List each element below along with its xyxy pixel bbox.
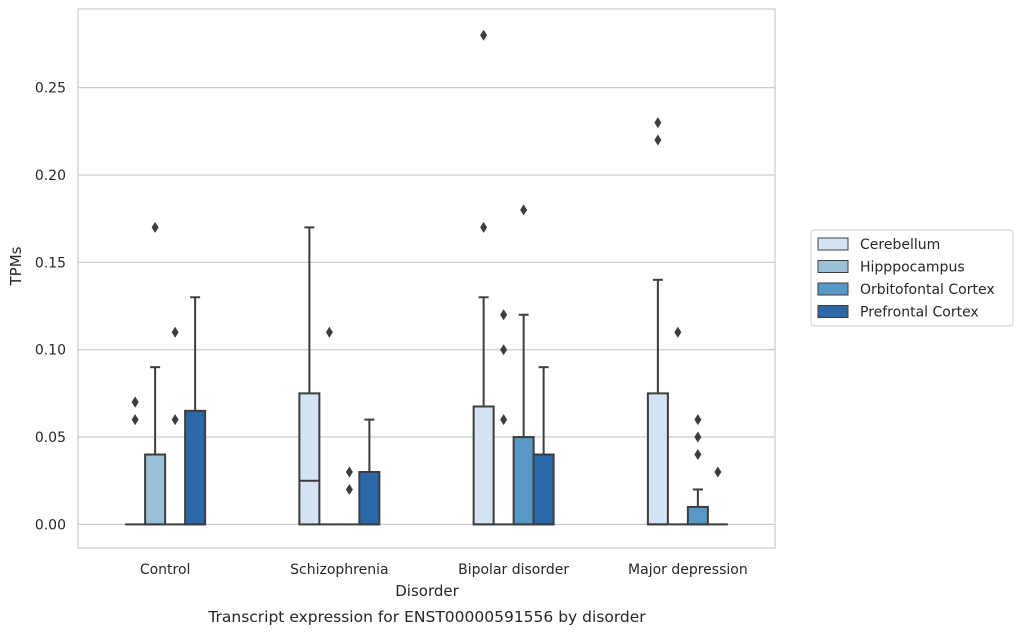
- chart-caption: Transcript expression for ENST0000059155…: [207, 608, 646, 626]
- x-tick-label-major-depression: Major depression: [628, 562, 748, 578]
- outlier-point: [714, 466, 722, 478]
- x-axis-label: Disorder: [395, 582, 459, 600]
- legend-item-cerebellum: Cerebellum: [817, 237, 940, 253]
- x-axis-ticks: Control Schizophrenia Bipolar disorder Majo…: [140, 562, 748, 578]
- box-iqr: [298, 392, 321, 526]
- legend-swatch: [817, 305, 849, 318]
- outlier-point: [345, 483, 353, 495]
- outlier-point: [345, 466, 353, 478]
- y-axis-ticks: 0.00 0.05 0.10 0.15 0.20 0.25: [35, 81, 66, 534]
- y-tick-label: 0.10: [35, 343, 66, 359]
- box-prefrontal-cortex-control: [184, 296, 207, 526]
- legend: Cerebellum Hipppocampus Orbitofontal Corte…: [810, 229, 1014, 327]
- legend-frame: [810, 229, 1014, 327]
- outlier-point: [171, 414, 179, 426]
- box-orbitofontal-cortex-major-depression: [686, 488, 709, 526]
- x-tick-label-bipolar-disorder: Bipolar disorder: [458, 562, 569, 578]
- box-iqr: [686, 505, 709, 526]
- legend-item-prefrontal-cortex: Prefrontal Cortex: [817, 305, 979, 321]
- box-iqr: [472, 405, 495, 526]
- legend-label: Orbitofontal Cortex: [860, 282, 995, 298]
- legend-label: Hipppocampus: [860, 260, 965, 276]
- box-iqr: [184, 409, 207, 526]
- box-iqr: [144, 453, 167, 526]
- outlier-point: [654, 134, 662, 146]
- outlier-point: [480, 29, 488, 41]
- outlier-point: [131, 396, 139, 408]
- box-iqr: [646, 392, 669, 526]
- legend-label: Prefrontal Cortex: [860, 305, 979, 321]
- outlier-point: [694, 414, 702, 426]
- box-hipppocampus-control: [144, 366, 167, 526]
- gridlines: [78, 86, 775, 526]
- legend-item-hipppocampus: Hipppocampus: [817, 260, 965, 276]
- outlier-point: [674, 326, 682, 338]
- x-tick-label-control: Control: [140, 562, 191, 578]
- outlier-point: [500, 344, 508, 356]
- outlier-point: [500, 309, 508, 321]
- y-tick-label: 0.15: [35, 255, 66, 271]
- box-orbitofontal-cortex-bipolar-disorder: [512, 313, 535, 526]
- x-tick-label-schizophrenia: Schizophrenia: [290, 562, 388, 578]
- box-cerebellum-bipolar-disorder: [472, 296, 495, 526]
- box-iqr: [532, 453, 555, 526]
- legend-swatch: [817, 282, 849, 296]
- box-cerebellum-major-depression: [646, 278, 669, 526]
- legend-swatch: [817, 237, 849, 251]
- legend-item-orbitofontal-cortex: Orbitofontal Cortex: [817, 282, 995, 298]
- legend-label: Cerebellum: [860, 237, 940, 253]
- y-axis-label: TPMs: [7, 246, 25, 286]
- boxes: [125, 226, 728, 526]
- box-prefrontal-cortex-bipolar-disorder: [532, 366, 555, 526]
- box-iqr: [358, 470, 381, 526]
- box-prefrontal-cortex-schizophrenia: [358, 418, 381, 526]
- y-tick-label: 0.05: [35, 430, 66, 446]
- outlier-point: [171, 326, 179, 338]
- outlier-point: [654, 117, 662, 129]
- outlier-point: [131, 414, 139, 426]
- outlier-point: [694, 449, 702, 461]
- outlier-point: [480, 221, 488, 233]
- outlier-point: [694, 431, 702, 443]
- y-tick-label: 0.25: [35, 81, 66, 97]
- outlier-point: [500, 414, 508, 426]
- plot-area-frame: [77, 8, 776, 549]
- outlier-point: [151, 221, 159, 233]
- outlier-point: [325, 326, 333, 338]
- legend-swatch: [817, 260, 849, 273]
- y-tick-label: 0.20: [35, 168, 66, 184]
- y-tick-label: 0.00: [35, 517, 66, 533]
- box-cerebellum-schizophrenia: [298, 226, 321, 526]
- outlier-point: [520, 204, 528, 216]
- outliers: [131, 29, 722, 495]
- box-iqr: [512, 436, 535, 526]
